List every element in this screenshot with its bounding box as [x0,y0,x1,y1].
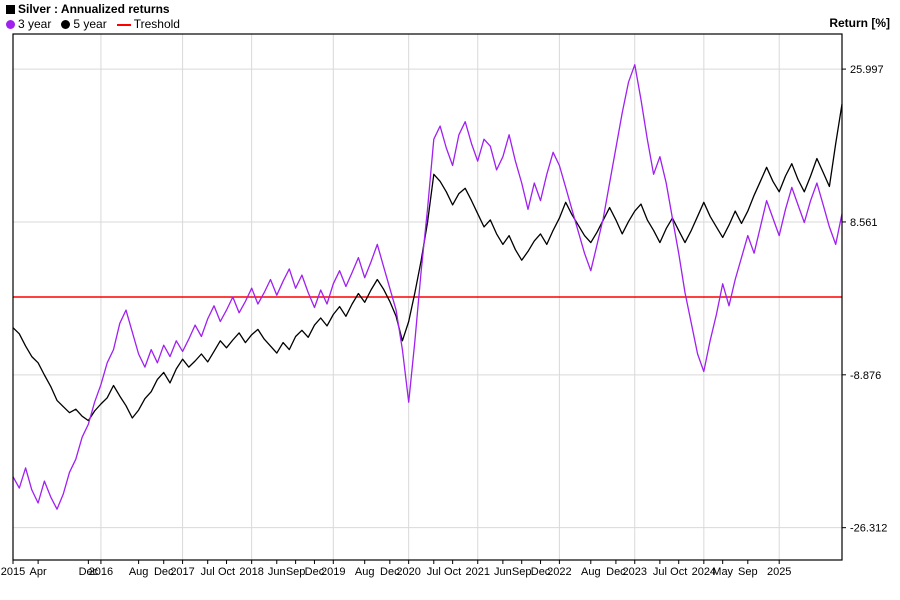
svg-text:2017: 2017 [170,566,194,578]
svg-text:8.561: 8.561 [850,217,878,229]
svg-text:2025: 2025 [767,566,791,578]
svg-text:2023: 2023 [623,566,647,578]
svg-text:Sep: Sep [512,566,532,578]
svg-text:Aug: Aug [581,566,601,578]
chart-svg: -26.312-8.8768.56125.9972015AprDec2016Au… [0,0,900,600]
svg-text:2020: 2020 [396,566,420,578]
svg-text:2018: 2018 [239,566,263,578]
svg-text:2019: 2019 [321,566,345,578]
svg-text:Jun: Jun [494,566,512,578]
svg-text:May: May [712,566,733,578]
svg-text:Jul: Jul [427,566,441,578]
svg-text:-26.312: -26.312 [850,523,887,535]
svg-text:Sep: Sep [286,566,306,578]
svg-text:Jun: Jun [268,566,286,578]
svg-text:Aug: Aug [129,566,149,578]
svg-text:2016: 2016 [89,566,113,578]
svg-text:2021: 2021 [466,566,490,578]
svg-text:2015: 2015 [1,566,25,578]
chart-container: Silver : Annualized returns 3 year5 year… [0,0,900,600]
svg-text:2022: 2022 [547,566,571,578]
svg-text:25.997: 25.997 [850,64,884,76]
svg-text:-8.876: -8.876 [850,370,881,382]
svg-text:Jul: Jul [201,566,215,578]
svg-text:Oct: Oct [218,566,235,578]
svg-text:Apr: Apr [30,566,47,578]
svg-text:Jul: Jul [653,566,667,578]
svg-text:Sep: Sep [738,566,758,578]
svg-text:Oct: Oct [670,566,687,578]
svg-text:Oct: Oct [444,566,461,578]
svg-text:Aug: Aug [355,566,375,578]
